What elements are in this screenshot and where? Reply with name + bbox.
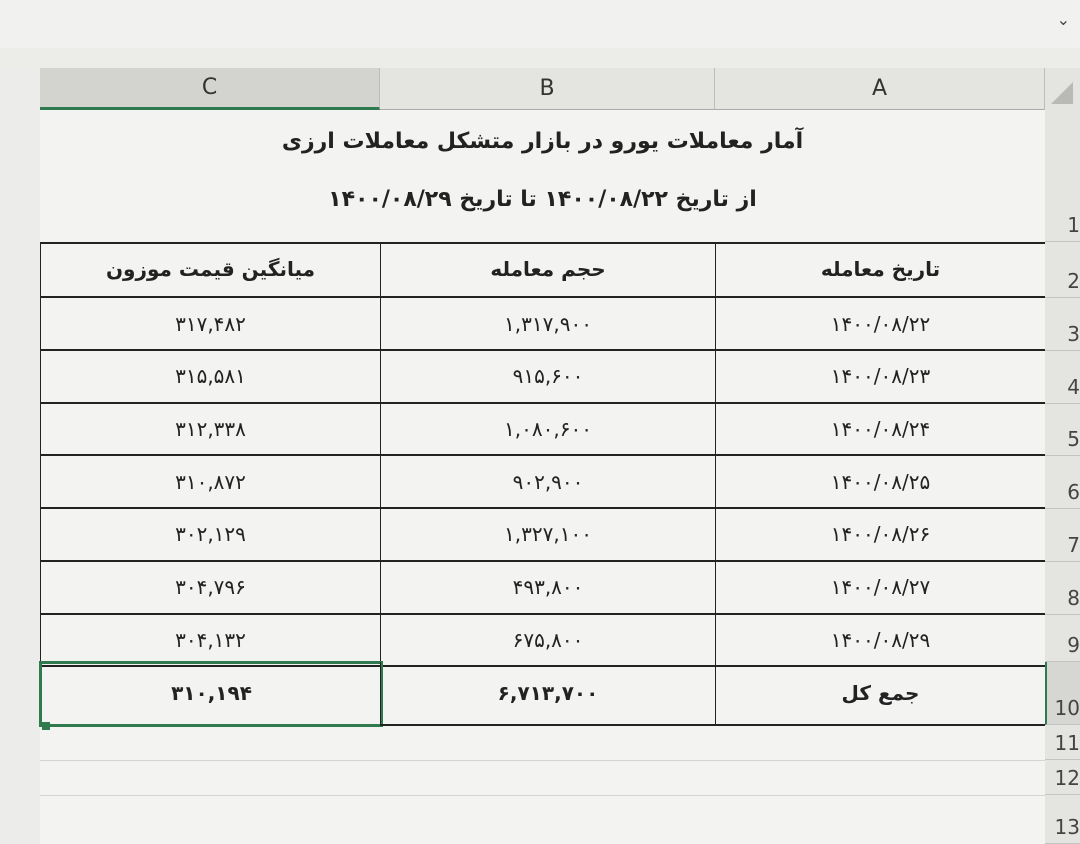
date-cell[interactable]: ۱۴۰۰/۰۸/۲۵ <box>715 456 1045 510</box>
volume-cell[interactable]: ۶۷۵,۸۰۰ <box>380 614 715 668</box>
row-header-9[interactable]: 9 <box>1045 615 1080 662</box>
total-avg-price-cell[interactable]: ۳۱۰,۱۹۴ <box>39 661 383 727</box>
row-header-11[interactable]: 11 <box>1045 725 1080 760</box>
volume-cell[interactable]: ۱,۳۱۷,۹۰۰ <box>380 298 715 351</box>
avg-price-cell[interactable]: ۳۱۵,۵۸۱ <box>40 350 380 404</box>
ribbon-area: ⌄ <box>0 0 1080 49</box>
avg-price-cell[interactable]: ۳۰۲,۱۲۹ <box>40 508 380 562</box>
gridline <box>40 760 1045 761</box>
column-header-b[interactable]: B <box>380 68 715 110</box>
header-avg-price[interactable]: میانگین قیمت موزون <box>40 242 380 298</box>
date-cell[interactable]: ۱۴۰۰/۰۸/۲۶ <box>715 508 1045 562</box>
row-header-7[interactable]: 7 <box>1045 509 1080 562</box>
date-cell[interactable]: ۱۴۰۰/۰۸/۲۳ <box>715 350 1045 404</box>
row-header-3[interactable]: 3 <box>1045 298 1080 351</box>
row-header-4[interactable]: 4 <box>1045 351 1080 404</box>
row-header-13[interactable]: 13 <box>1045 795 1080 844</box>
left-gutter <box>0 68 41 844</box>
volume-cell[interactable]: ۹۰۲,۹۰۰ <box>380 456 715 510</box>
row-header-1[interactable]: 1 <box>1045 110 1080 242</box>
date-cell[interactable]: ۱۴۰۰/۰۸/۲۹ <box>715 614 1045 668</box>
row-header-12[interactable]: 12 <box>1045 760 1080 795</box>
avg-price-cell[interactable]: ۳۰۴,۷۹۶ <box>40 561 380 615</box>
gridline <box>40 795 1045 796</box>
volume-cell[interactable]: ۱,۰۸۰,۶۰۰ <box>380 403 715 457</box>
avg-price-cell[interactable]: ۳۱۰,۸۷۲ <box>40 456 380 510</box>
sheet-grid <box>40 110 1045 844</box>
header-date[interactable]: تاریخ معامله <box>715 242 1045 298</box>
fill-handle[interactable] <box>42 722 50 730</box>
volume-cell[interactable]: ۱,۳۲۷,۱۰۰ <box>380 508 715 562</box>
title-line-2: از تاریخ ۱۴۰۰/۰۸/۲۲ تا تاریخ ۱۴۰۰/۰۸/۲۹ <box>328 187 757 212</box>
title-merged-cell[interactable]: آمار معاملات یورو در بازار متشکل معاملات… <box>40 110 1045 244</box>
select-all-triangle-icon[interactable] <box>1045 68 1080 110</box>
avg-price-cell[interactable]: ۳۱۷,۴۸۲ <box>40 298 380 351</box>
avg-price-cell[interactable]: ۳۰۴,۱۳۲ <box>40 614 380 668</box>
row-header-5[interactable]: 5 <box>1045 404 1080 456</box>
row-header-2[interactable]: 2 <box>1045 242 1080 298</box>
date-cell[interactable]: ۱۴۰۰/۰۸/۲۴ <box>715 403 1045 457</box>
row-header-10[interactable]: 10 <box>1045 662 1080 725</box>
row-header-6[interactable]: 6 <box>1045 456 1080 509</box>
header-volume[interactable]: حجم معامله <box>380 242 715 298</box>
total-volume-cell[interactable]: ۶,۷۱۳,۷۰۰ <box>380 662 715 726</box>
date-cell[interactable]: ۱۴۰۰/۰۸/۲۷ <box>715 561 1045 615</box>
date-cell[interactable]: ۱۴۰۰/۰۸/۲۲ <box>715 298 1045 351</box>
total-label-cell[interactable]: جمع کل <box>715 662 1045 726</box>
row-header-8[interactable]: 8 <box>1045 562 1080 615</box>
chevron-down-icon[interactable]: ⌄ <box>1056 10 1070 29</box>
avg-price-cell[interactable]: ۳۱۲,۳۳۸ <box>40 403 380 457</box>
formula-bar-area <box>0 48 1080 68</box>
volume-cell[interactable]: ۹۱۵,۶۰۰ <box>380 350 715 404</box>
title-line-1: آمار معاملات یورو در بازار متشکل معاملات… <box>281 129 804 154</box>
column-header-a[interactable]: A <box>715 68 1045 110</box>
volume-cell[interactable]: ۴۹۳,۸۰۰ <box>380 561 715 615</box>
column-header-c[interactable]: C <box>40 68 380 110</box>
